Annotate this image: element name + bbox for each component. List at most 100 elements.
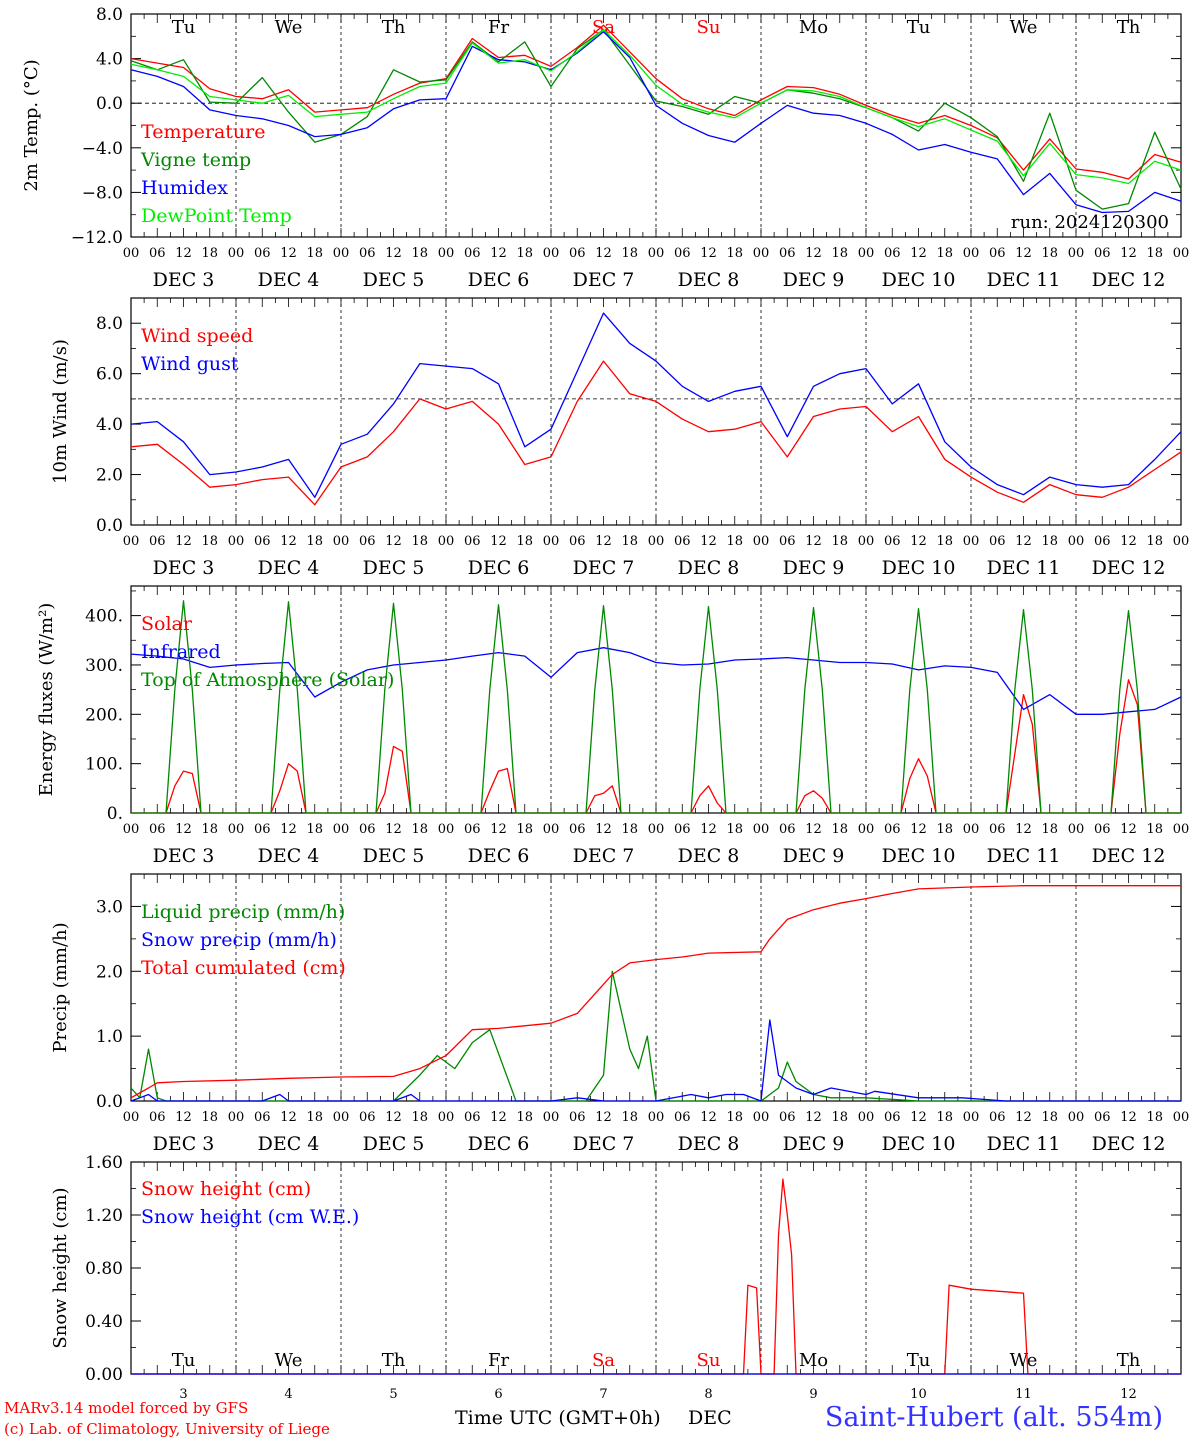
- hour-tick-label: 00: [333, 534, 350, 549]
- hour-tick-label: 00: [123, 822, 140, 837]
- day-number-label: 10: [910, 1387, 927, 1402]
- legend-entry: Humidex: [141, 177, 228, 199]
- hour-tick-label: 18: [201, 246, 218, 261]
- hour-tick-label: 00: [648, 246, 665, 261]
- hour-tick-label: 06: [569, 534, 586, 549]
- weekday-label: Th: [382, 1350, 406, 1371]
- weekday-label: We: [1010, 1350, 1038, 1371]
- hour-tick-label: 00: [753, 246, 770, 261]
- legend-entry: Temperature: [141, 121, 265, 143]
- y-tick-label: 0.0: [96, 516, 123, 536]
- legend-entry: Liquid precip (mm/h): [141, 901, 345, 923]
- weekday-label: Th: [1117, 1350, 1141, 1371]
- hour-tick-label: 12: [595, 534, 612, 549]
- hour-tick-label: 18: [201, 534, 218, 549]
- hour-tick-label: 12: [490, 534, 507, 549]
- y-axis-label: 10m Wind (m/s): [50, 339, 71, 484]
- date-label: DEC 4: [258, 557, 320, 579]
- hour-tick-label: 06: [1094, 246, 1111, 261]
- hour-tick-label: 12: [1120, 534, 1137, 549]
- month-axis-label: DEC: [688, 1407, 732, 1429]
- hour-tick-label: 18: [621, 246, 638, 261]
- hour-tick-label: 18: [726, 1110, 743, 1125]
- hour-tick-label: 12: [700, 534, 717, 549]
- date-label: DEC 10: [882, 269, 956, 291]
- hour-tick-label: 12: [1120, 246, 1137, 261]
- hour-tick-label: 06: [989, 822, 1006, 837]
- date-label: DEC 4: [258, 269, 320, 291]
- hour-tick-label: 18: [936, 1110, 953, 1125]
- hour-tick-label: 18: [831, 1110, 848, 1125]
- hour-tick-label: 06: [149, 246, 166, 261]
- date-label: DEC 11: [987, 845, 1061, 867]
- series-line-wind-speed: [130, 360, 1182, 506]
- hour-tick-label: 06: [569, 246, 586, 261]
- hour-tick-label: 00: [648, 822, 665, 837]
- hour-tick-label: 12: [490, 822, 507, 837]
- weekday-label: Sa: [592, 17, 615, 38]
- hour-tick-label: 00: [1173, 822, 1190, 837]
- day-number-label: 5: [389, 1387, 397, 1402]
- panels: 8.0 4.0 0.0 −4.0 −8.0 −12.0 2m Temp. (°C) Tu We T…: [21, 5, 1189, 1402]
- hour-tick-label: 12: [805, 534, 822, 549]
- hour-tick-label: 18: [621, 822, 638, 837]
- hour-tick-label: 18: [516, 1110, 533, 1125]
- hour-tick-label: 00: [648, 534, 665, 549]
- hour-tick-label: 18: [201, 1110, 218, 1125]
- y-tick-label: 6.0: [96, 365, 123, 385]
- hour-tick-label: 06: [989, 534, 1006, 549]
- hour-tick-label: 12: [385, 534, 402, 549]
- hour-tick-label: 18: [1146, 246, 1163, 261]
- hour-tick-label: 06: [674, 534, 691, 549]
- hour-tick-label: 18: [306, 246, 323, 261]
- hour-tick-label: 12: [805, 1110, 822, 1125]
- date-label: DEC 8: [678, 557, 740, 579]
- weekday-label: Th: [382, 17, 406, 38]
- series-line-humidex: [130, 31, 1182, 214]
- hour-tick-label: 06: [779, 534, 796, 549]
- hour-tick-label: 12: [1015, 246, 1032, 261]
- hour-tick-label: 18: [516, 534, 533, 549]
- date-label: DEC 12: [1092, 557, 1166, 579]
- date-label: DEC 10: [882, 845, 956, 867]
- hour-tick-label: 06: [359, 534, 376, 549]
- date-label: DEC 7: [573, 1133, 635, 1155]
- hour-tick-label: 12: [595, 246, 612, 261]
- hour-tick-label: 18: [411, 1110, 428, 1125]
- hour-tick-label: 06: [674, 246, 691, 261]
- hour-tick-label: 06: [884, 534, 901, 549]
- hour-tick-label: 00: [438, 1110, 455, 1125]
- hour-tick-label: 00: [963, 534, 980, 549]
- date-label: DEC 3: [153, 845, 215, 867]
- date-label: DEC 7: [573, 845, 635, 867]
- hour-tick-label: 06: [779, 822, 796, 837]
- date-label: DEC 5: [363, 1133, 425, 1155]
- hour-tick-label: 18: [831, 822, 848, 837]
- hour-tick-label: 00: [123, 246, 140, 261]
- hour-tick-label: 00: [1068, 246, 1085, 261]
- hour-tick-label: 06: [1094, 534, 1111, 549]
- series-line-infrared: [130, 647, 1182, 715]
- station-label: Saint-Hubert (alt. 554m): [825, 1402, 1163, 1433]
- hour-tick-label: 00: [228, 822, 245, 837]
- hour-tick-label: 12: [805, 822, 822, 837]
- hour-tick-label: 06: [254, 246, 271, 261]
- hour-tick-label: 00: [543, 1110, 560, 1125]
- hour-tick-label: 18: [516, 822, 533, 837]
- y-tick-label: 300.: [85, 656, 123, 676]
- date-label: DEC 9: [783, 269, 845, 291]
- hour-tick-label: 12: [280, 534, 297, 549]
- day-number-label: 12: [1120, 1387, 1137, 1402]
- hour-tick-label: 12: [1015, 822, 1032, 837]
- y-tick-label: −12.0: [71, 228, 123, 248]
- hour-tick-label: 06: [569, 1110, 586, 1125]
- hour-tick-label: 06: [884, 1110, 901, 1125]
- y-axis-label: 2m Temp. (°C): [21, 59, 42, 191]
- hour-tick-label: 06: [989, 1110, 1006, 1125]
- hour-tick-label: 00: [123, 1110, 140, 1125]
- day-number-label: 3: [179, 1387, 187, 1402]
- series-line-vigne-temp: [130, 28, 1182, 210]
- y-tick-label: −8.0: [82, 183, 123, 203]
- hour-tick-label: 06: [779, 246, 796, 261]
- hour-tick-label: 00: [1173, 534, 1190, 549]
